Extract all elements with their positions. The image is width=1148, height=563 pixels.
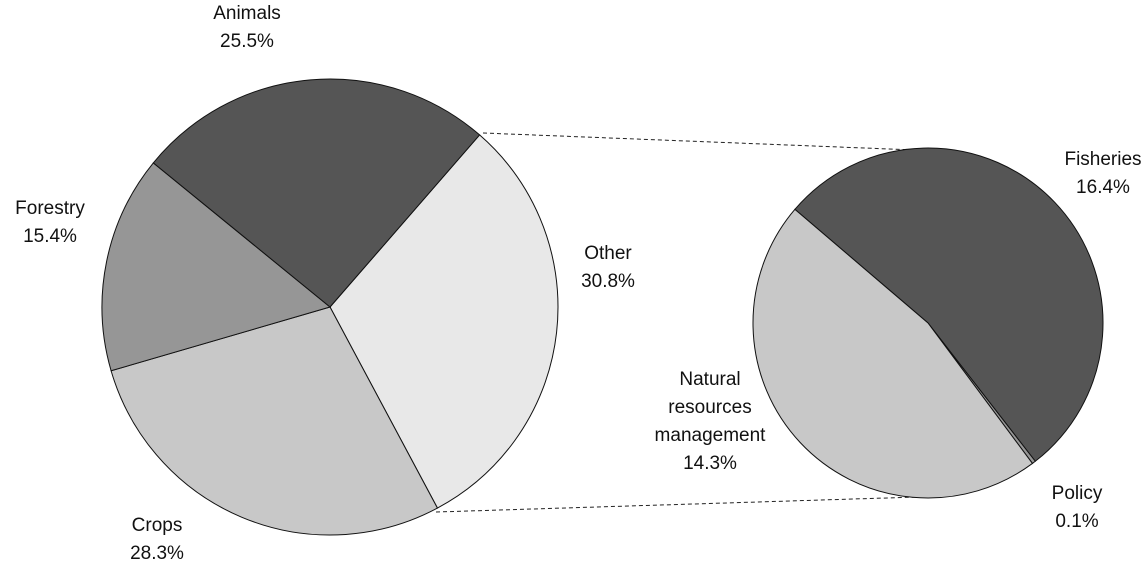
slice-name: Fisheries xyxy=(1064,149,1142,170)
slice-name: Natural resources management xyxy=(654,369,766,446)
pie-slice xyxy=(110,306,439,536)
slice-name: Other xyxy=(584,243,632,264)
pie-slice xyxy=(794,147,1104,462)
slice-name: Crops xyxy=(131,515,183,536)
slice-label: Fisheries 16.4% xyxy=(1064,146,1141,202)
slice-label: Policy 0.1% xyxy=(1052,480,1103,536)
slice-label: Animals 25.5% xyxy=(213,0,281,56)
connector-line xyxy=(482,132,916,151)
slice-name: Forestry xyxy=(15,198,85,219)
slice-label: Crops 28.3% xyxy=(130,512,184,563)
pie-slice xyxy=(101,162,332,372)
slice-label: Natural resources management 14.3% xyxy=(640,366,780,478)
pie-slice xyxy=(752,208,1034,499)
slice-value: 0.1% xyxy=(1055,511,1099,532)
slice-value: 30.8% xyxy=(581,271,635,292)
slice-name: Animals xyxy=(213,3,281,24)
pie-slice xyxy=(329,134,559,509)
connector-line xyxy=(435,496,919,513)
slice-label: Other 30.8% xyxy=(581,240,635,296)
slice-value: 14.3% xyxy=(683,453,737,474)
slice-value: 25.5% xyxy=(220,31,274,52)
slice-value: 28.3% xyxy=(130,543,184,563)
pie-slice xyxy=(152,78,481,308)
slice-value: 15.4% xyxy=(23,226,77,247)
slice-label: Forestry 15.4% xyxy=(15,195,85,251)
slice-name: Policy xyxy=(1051,483,1103,504)
slice-value: 16.4% xyxy=(1076,177,1130,198)
